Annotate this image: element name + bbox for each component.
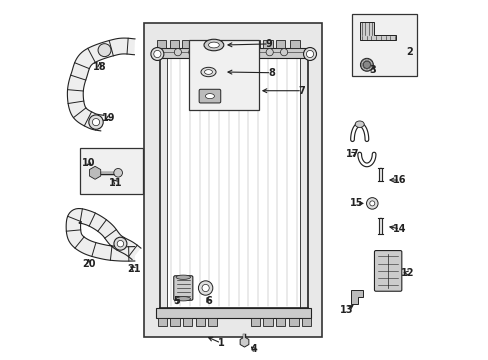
Ellipse shape	[203, 39, 224, 51]
Text: 7: 7	[298, 86, 305, 96]
Circle shape	[366, 198, 377, 209]
Bar	[263, 40, 272, 48]
Bar	[183, 318, 192, 326]
Text: 10: 10	[81, 158, 95, 168]
Text: 12: 12	[400, 268, 413, 278]
Bar	[169, 40, 179, 48]
Ellipse shape	[354, 121, 364, 127]
Text: 8: 8	[267, 68, 274, 78]
Bar	[250, 40, 260, 48]
Circle shape	[114, 168, 122, 177]
Bar	[352, 14, 416, 76]
Polygon shape	[240, 337, 248, 347]
Bar	[80, 148, 142, 194]
Polygon shape	[67, 38, 135, 131]
Ellipse shape	[176, 297, 190, 301]
Circle shape	[92, 118, 100, 126]
Circle shape	[188, 49, 196, 56]
Text: 14: 14	[392, 224, 406, 234]
Text: 17: 17	[345, 149, 359, 159]
Ellipse shape	[208, 42, 219, 48]
Text: 9: 9	[265, 39, 272, 49]
Circle shape	[174, 49, 181, 56]
Text: 15: 15	[349, 198, 363, 208]
Bar	[156, 308, 310, 318]
Ellipse shape	[176, 275, 190, 279]
Bar	[188, 40, 258, 110]
FancyBboxPatch shape	[199, 89, 220, 103]
Circle shape	[151, 48, 163, 60]
Circle shape	[363, 61, 370, 68]
Circle shape	[280, 49, 287, 56]
Ellipse shape	[204, 70, 212, 75]
Bar	[275, 318, 285, 326]
Text: 1: 1	[217, 338, 224, 348]
Circle shape	[153, 50, 161, 58]
Circle shape	[306, 50, 313, 58]
Bar	[275, 40, 285, 48]
Text: 16: 16	[392, 175, 406, 185]
Text: 5: 5	[173, 296, 180, 306]
Circle shape	[198, 281, 212, 295]
Bar	[195, 318, 204, 326]
Bar	[170, 318, 179, 326]
Polygon shape	[89, 166, 101, 179]
FancyBboxPatch shape	[173, 276, 192, 300]
Polygon shape	[66, 208, 141, 261]
Text: 4: 4	[250, 344, 257, 354]
Circle shape	[114, 237, 127, 250]
Text: 6: 6	[204, 296, 211, 306]
Polygon shape	[359, 22, 395, 40]
Circle shape	[202, 284, 209, 292]
Polygon shape	[350, 290, 363, 304]
Bar	[158, 318, 167, 326]
Bar	[194, 40, 204, 48]
Circle shape	[98, 44, 111, 57]
Text: 11: 11	[109, 177, 122, 188]
Bar	[157, 40, 166, 48]
Circle shape	[303, 48, 316, 60]
Text: 2: 2	[406, 47, 413, 57]
Bar	[208, 318, 217, 326]
Ellipse shape	[201, 67, 216, 77]
Circle shape	[369, 201, 374, 206]
Bar	[167, 58, 299, 307]
Text: 21: 21	[127, 264, 141, 274]
Text: 19: 19	[102, 113, 115, 123]
Circle shape	[360, 58, 373, 71]
Text: 3: 3	[369, 65, 376, 75]
Bar	[289, 40, 299, 48]
FancyBboxPatch shape	[374, 251, 401, 291]
Bar	[182, 40, 191, 48]
Circle shape	[89, 115, 103, 129]
Bar	[288, 318, 298, 326]
Bar	[301, 318, 310, 326]
Text: 18: 18	[93, 62, 106, 72]
Ellipse shape	[205, 94, 214, 99]
Circle shape	[265, 49, 273, 56]
Bar	[250, 318, 260, 326]
Bar	[143, 23, 321, 337]
Circle shape	[117, 240, 123, 247]
Text: 13: 13	[340, 305, 353, 315]
Bar	[156, 48, 310, 58]
Bar	[263, 318, 272, 326]
Text: 20: 20	[81, 258, 95, 269]
